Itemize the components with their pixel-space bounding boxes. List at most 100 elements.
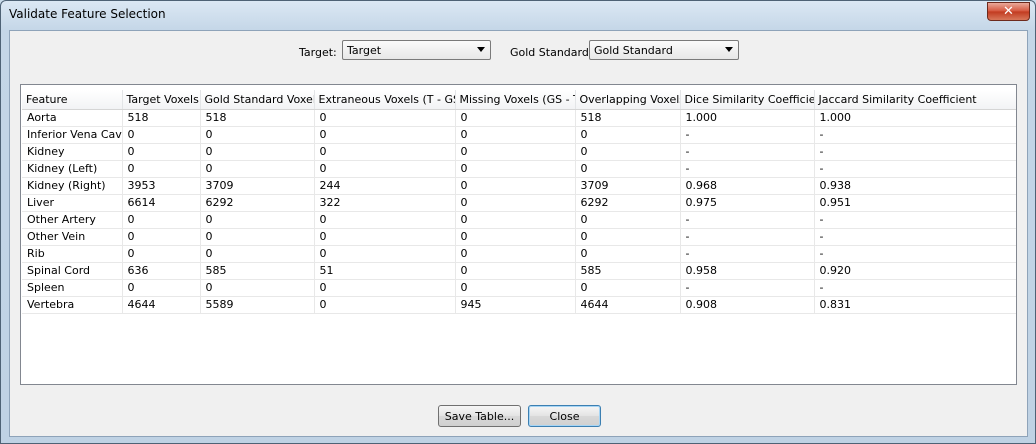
close-button[interactable]: Close: [528, 405, 601, 427]
table-cell: 0: [455, 262, 576, 280]
table-cell: 0: [200, 211, 315, 229]
table-cell: 0: [314, 296, 456, 314]
table-cell: 0: [122, 160, 201, 178]
table-cell: 6292: [200, 194, 315, 212]
column-header[interactable]: Target Voxels: [122, 90, 201, 110]
table-cell: 1.000: [814, 109, 1016, 127]
table-cell: 0.908: [680, 296, 815, 314]
table-cell: 0: [455, 245, 576, 263]
table-cell: 945: [455, 296, 576, 314]
column-header[interactable]: Feature: [22, 90, 123, 110]
column-header[interactable]: Dice Similarity Coefficient: [680, 90, 815, 110]
table-cell: -: [680, 228, 815, 246]
close-button-label: Close: [549, 409, 580, 423]
table-row[interactable]: Other Vein 0 0 0 0 0- -: [22, 228, 1016, 246]
chevron-down-icon: [477, 47, 485, 52]
save-table-label: Save Table...: [444, 409, 515, 423]
table-cell: Aorta: [22, 109, 123, 127]
table-cell: Other Vein: [22, 228, 123, 246]
table-cell: Spleen: [22, 279, 123, 297]
table-cell: 5589: [200, 296, 315, 314]
table-row[interactable]: Spinal Cord 636 585 51 0 585 0.958 0.920: [22, 262, 1016, 280]
table-cell: 51: [314, 262, 456, 280]
table-cell: -: [814, 126, 1016, 144]
target-dropdown[interactable]: Target: [342, 40, 491, 60]
table-cell: 0: [200, 126, 315, 144]
table-row[interactable]: Other Artery 0 0 0 0 0- -: [22, 211, 1016, 229]
table-cell: 0: [455, 279, 576, 297]
table-cell: Kidney (Left): [22, 160, 123, 178]
table-cell: 0: [200, 143, 315, 161]
table-row[interactable]: Inferior Vena Cava 0 0 0 0 0- -: [22, 126, 1016, 144]
table-cell: Kidney: [22, 143, 123, 161]
column-header[interactable]: Overlapping Voxels: [575, 90, 681, 110]
table-row[interactable]: Kidney 0 0 0 0 0- -: [22, 143, 1016, 161]
save-table-button[interactable]: Save Table...: [438, 405, 521, 427]
table-cell: -: [680, 126, 815, 144]
table-row[interactable]: Vertebra 4644 5589 0 945 4644 0.908 0.831: [22, 296, 1016, 314]
table-cell: 0: [575, 160, 681, 178]
table-cell: 0: [455, 143, 576, 161]
table-cell: 518: [200, 109, 315, 127]
gold-standard-dropdown[interactable]: Gold Standard: [589, 40, 739, 60]
table-cell: 0: [455, 109, 576, 127]
table-cell: 0: [314, 228, 456, 246]
dialog-content: Target: Target Gold Standard: Gold Stand…: [9, 30, 1028, 437]
title-bar[interactable]: Validate Feature Selection ✕: [1, 1, 1035, 29]
table-cell: 0: [575, 211, 681, 229]
column-header[interactable]: Missing Voxels (GS - T): [455, 90, 576, 110]
table-cell: 0: [122, 228, 201, 246]
table-cell: 518: [575, 109, 681, 127]
column-header[interactable]: Extraneous Voxels (T - GS): [314, 90, 456, 110]
table-cell: 0: [314, 109, 456, 127]
table-cell: 0: [575, 279, 681, 297]
gold-standard-dropdown-value: Gold Standard: [594, 44, 673, 57]
table-cell: 0: [455, 211, 576, 229]
column-header[interactable]: Gold Standard Voxels: [200, 90, 315, 110]
table-cell: 0: [455, 177, 576, 195]
table-cell: 244: [314, 177, 456, 195]
table-cell: 6292: [575, 194, 681, 212]
table-cell: -: [680, 211, 815, 229]
table-cell: 0: [200, 228, 315, 246]
table-cell: 0: [455, 160, 576, 178]
table-cell: 0: [314, 126, 456, 144]
table-cell: 0: [455, 126, 576, 144]
selector-row: Target: Target Gold Standard: Gold Stand…: [10, 39, 1027, 63]
column-header[interactable]: Jaccard Similarity Coefficient: [814, 90, 1016, 110]
table-cell: 585: [200, 262, 315, 280]
table-cell: 0.951: [814, 194, 1016, 212]
table-cell: 3709: [200, 177, 315, 195]
table-row[interactable]: Kidney (Left) 0 0 0 0 0- -: [22, 160, 1016, 178]
table-header-row: Feature Target Voxels Gold Standard Voxe…: [22, 90, 1016, 110]
table-cell: 0: [575, 126, 681, 144]
table-cell: -: [814, 228, 1016, 246]
table-cell: 518: [122, 109, 201, 127]
results-table: Feature Target Voxels Gold Standard Voxe…: [22, 90, 1016, 314]
table-cell: 0: [122, 126, 201, 144]
table-row[interactable]: Liver 6614 6292 322 0 6292 0.975 0.951: [22, 194, 1016, 212]
table-cell: -: [814, 279, 1016, 297]
table-row[interactable]: Rib 0 0 0 0 0- -: [22, 245, 1016, 263]
results-table-container[interactable]: Feature Target Voxels Gold Standard Voxe…: [20, 84, 1017, 385]
window-title: Validate Feature Selection: [9, 7, 166, 21]
table-cell: 0.831: [814, 296, 1016, 314]
chevron-down-icon: [725, 47, 733, 52]
table-row[interactable]: Aorta 518 518 0 0 518 1.000 1.000: [22, 109, 1016, 127]
table-cell: 0: [122, 211, 201, 229]
table-cell: 3953: [122, 177, 201, 195]
table-cell: 0: [200, 245, 315, 263]
table-cell: -: [814, 245, 1016, 263]
window-close-button[interactable]: ✕: [987, 2, 1030, 21]
table-row[interactable]: Spleen 0 0 0 0 0- -: [22, 279, 1016, 297]
gold-standard-label: Gold Standard:: [510, 46, 593, 59]
table-cell: 0.938: [814, 177, 1016, 195]
table-cell: 0.968: [680, 177, 815, 195]
table-cell: -: [814, 143, 1016, 161]
table-cell: 1.000: [680, 109, 815, 127]
table-row[interactable]: Kidney (Right) 3953 3709 244 0 3709 0.968 0.938: [22, 177, 1016, 195]
table-cell: Inferior Vena Cava: [22, 126, 123, 144]
table-cell: -: [680, 160, 815, 178]
target-dropdown-value: Target: [347, 44, 382, 57]
